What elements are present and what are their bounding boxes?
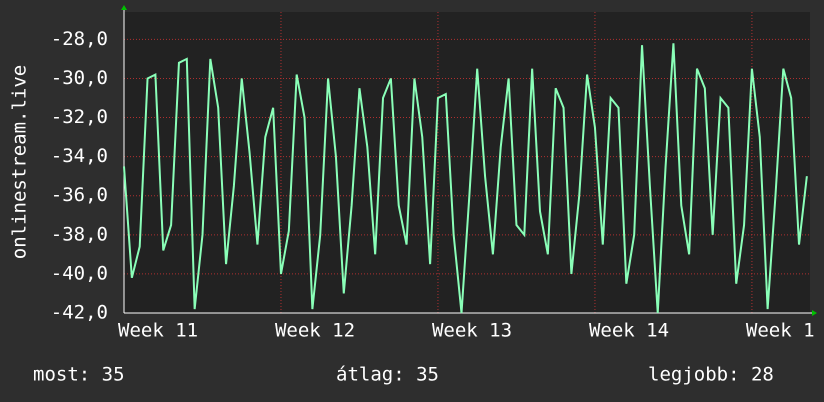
- x-tick-label: Week 1: [746, 320, 815, 342]
- plot-area: [124, 12, 810, 313]
- y-tick-label: -42,0: [51, 302, 108, 324]
- data-line: [123, 43, 808, 314]
- y-tick-label: -32,0: [51, 106, 108, 128]
- y-tick-label: -38,0: [51, 223, 108, 245]
- axis-arrow: [121, 5, 127, 10]
- y-tick-label: -36,0: [51, 184, 108, 206]
- y-tick-label: -40,0: [51, 262, 108, 284]
- x-tick-label: Week 14: [589, 320, 669, 342]
- x-tick-label: Week 12: [275, 320, 355, 342]
- y-tick-label: -28,0: [51, 28, 108, 50]
- stat-label: most: 35: [33, 364, 125, 386]
- y-tick-label: -30,0: [51, 67, 108, 89]
- axis-arrow: [812, 310, 817, 316]
- x-tick-label: Week 13: [432, 320, 512, 342]
- stat-label: legjobb: 28: [648, 364, 774, 386]
- y-axis-label: onlinestream.live: [9, 65, 31, 259]
- stat-label: átlag: 35: [336, 364, 439, 386]
- y-tick-label: -34,0: [51, 145, 108, 167]
- x-tick-label: Week 11: [118, 320, 198, 342]
